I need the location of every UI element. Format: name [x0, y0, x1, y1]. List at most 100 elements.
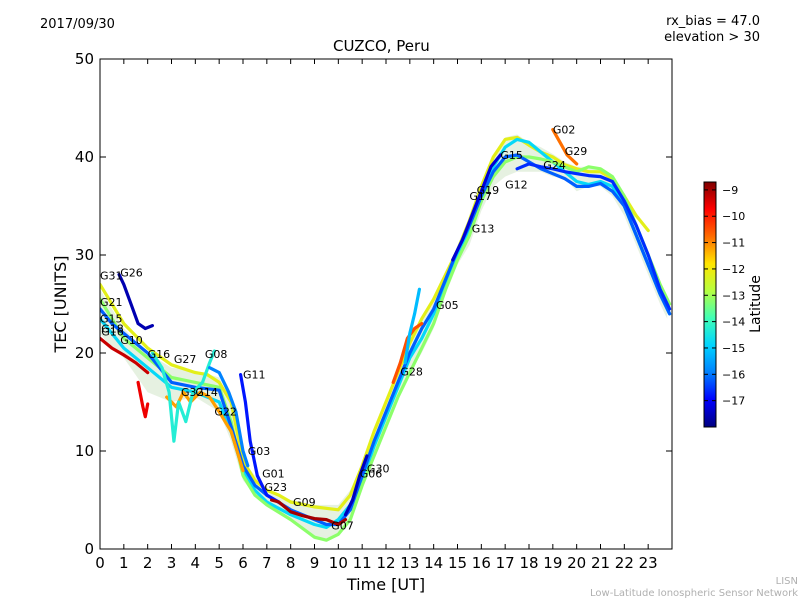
satellite-label: G30 — [367, 463, 390, 476]
series-line-11 — [136, 380, 150, 419]
satellite-label: G06 — [360, 467, 383, 480]
x-tick-label: 17 — [496, 554, 515, 572]
satellite-label: G29 — [565, 145, 588, 158]
x-tick-label: 11 — [353, 554, 372, 572]
x-tick-label: 18 — [519, 554, 538, 572]
y-axis-label: TEC [UNITS] — [51, 256, 70, 354]
date-label: 2017/09/30 — [40, 17, 115, 32]
series-line-9 — [150, 349, 216, 443]
x-tick-label: 19 — [543, 554, 562, 572]
satellite-label: G09 — [293, 496, 316, 509]
colorbar-tick-label: −14 — [722, 316, 745, 329]
satellite-label: G24 — [543, 159, 566, 172]
credit-full: Low-Latitude Ionospheric Sensor Network — [590, 588, 798, 599]
x-tick-label: 9 — [310, 554, 320, 572]
satellite-label: G23 — [264, 481, 287, 494]
satellite-label: G19 — [477, 184, 500, 197]
x-tick-label: 7 — [262, 554, 272, 572]
satellite-label: G05 — [436, 299, 459, 312]
series-line-10 — [208, 366, 250, 468]
satellite-label: G18 — [101, 322, 124, 335]
y-axis: 0 10 20 30 40 50 — [75, 50, 672, 558]
colorbar-tick-label: −11 — [722, 237, 745, 250]
satellite-label: G22 — [214, 406, 237, 419]
x-tick-label: 8 — [286, 554, 296, 572]
satellite-label: G16 — [101, 325, 124, 338]
satellite-label: G28 — [400, 366, 423, 379]
series-line-17 — [343, 454, 369, 517]
x-axis-label: Time [UT] — [346, 575, 425, 594]
colorbar-tick-label: −10 — [722, 210, 745, 223]
series-line-6 — [100, 336, 150, 375]
credit-short: LISN — [775, 576, 798, 587]
tec-envelope-band — [100, 134, 668, 542]
series-line-4 — [100, 153, 672, 527]
series-line-18 — [551, 128, 579, 166]
x-tick-label: 21 — [591, 554, 610, 572]
x-tick-label: 6 — [238, 554, 248, 572]
x-tick-label: 10 — [329, 554, 348, 572]
series-line-12 — [239, 373, 281, 504]
colorbar-tick-label: −13 — [722, 289, 745, 302]
satellite-label: G02 — [553, 123, 576, 136]
y-tick-label: 40 — [75, 148, 94, 166]
satellite-label: G32 — [181, 386, 204, 399]
x-tick-label: 12 — [376, 554, 395, 572]
satellite-label: G13 — [472, 222, 495, 235]
chart-title: CUZCO, Peru — [333, 37, 430, 55]
satellite-label: G21 — [100, 296, 123, 309]
elevation-label: elevation > 30 — [664, 30, 760, 45]
x-tick-label: 23 — [639, 554, 658, 572]
tec-envelope — [100, 134, 668, 542]
x-tick-label: 14 — [424, 554, 443, 572]
colorbar-ticks: −9 −10 −11 −12 −13 −14 −15 −16 −17 — [704, 184, 745, 408]
x-tick-label: 20 — [567, 554, 586, 572]
y-tick-label: 50 — [75, 50, 94, 68]
x-axis: 0 1 2 3 4 5 6 7 8 9 10 11 12 13 14 15 16 17 18 19 20 21 22 23 — [95, 59, 658, 572]
satellite-label: G11 — [243, 368, 266, 381]
satellite-label: G17 — [469, 190, 492, 203]
x-tick-label: 22 — [615, 554, 634, 572]
series-line-3 — [100, 155, 672, 542]
x-tick-label: 1 — [119, 554, 129, 572]
x-tick-label: 2 — [143, 554, 153, 572]
x-tick-label: 16 — [472, 554, 491, 572]
satellite-label: G15 — [100, 313, 123, 326]
series-line-5 — [451, 153, 502, 262]
y-tick-label: 30 — [75, 246, 94, 264]
y-tick-label: 10 — [75, 442, 94, 460]
satellite-label: G12 — [505, 178, 528, 191]
y-tick-label: 20 — [75, 344, 94, 362]
rx-bias-label: rx_bias = 47.0 — [666, 14, 760, 29]
satellite-label: G27 — [174, 353, 197, 366]
satellite-label: G07 — [331, 519, 354, 532]
x-tick-label: 4 — [191, 554, 201, 572]
colorbar-tick-label: −16 — [722, 368, 745, 381]
colorbar-tick-label: −17 — [722, 395, 745, 408]
x-tick-label: 15 — [448, 554, 467, 572]
satellite-label: G14 — [195, 386, 218, 399]
satellite-label: G10 — [120, 334, 143, 347]
satellite-label: G26 — [120, 267, 143, 280]
series-line-15 — [515, 162, 672, 311]
satellite-label: G03 — [248, 445, 271, 458]
satellite-label: G16 — [148, 348, 171, 361]
colorbar-tick-label: −15 — [722, 342, 745, 355]
satellite-label: G08 — [205, 348, 228, 361]
satellite-label: G01 — [262, 467, 285, 480]
series-line-14 — [403, 287, 421, 365]
series-layer — [100, 128, 672, 542]
x-tick-label: 3 — [167, 554, 177, 572]
x-tick-label: 5 — [214, 554, 224, 572]
x-tick-label: 13 — [400, 554, 419, 572]
series-line-16 — [270, 498, 348, 527]
satellite-label: G15 — [500, 149, 523, 162]
colorbar-gradient — [703, 181, 717, 428]
colorbar-label: Latitude — [748, 275, 764, 333]
x-tick-label: 0 — [95, 554, 105, 572]
satellite-label: G31 — [100, 270, 123, 283]
latitude-colorbar: −9 −10 −11 −12 −13 −14 −15 −16 −17 Latitude — [703, 181, 764, 428]
